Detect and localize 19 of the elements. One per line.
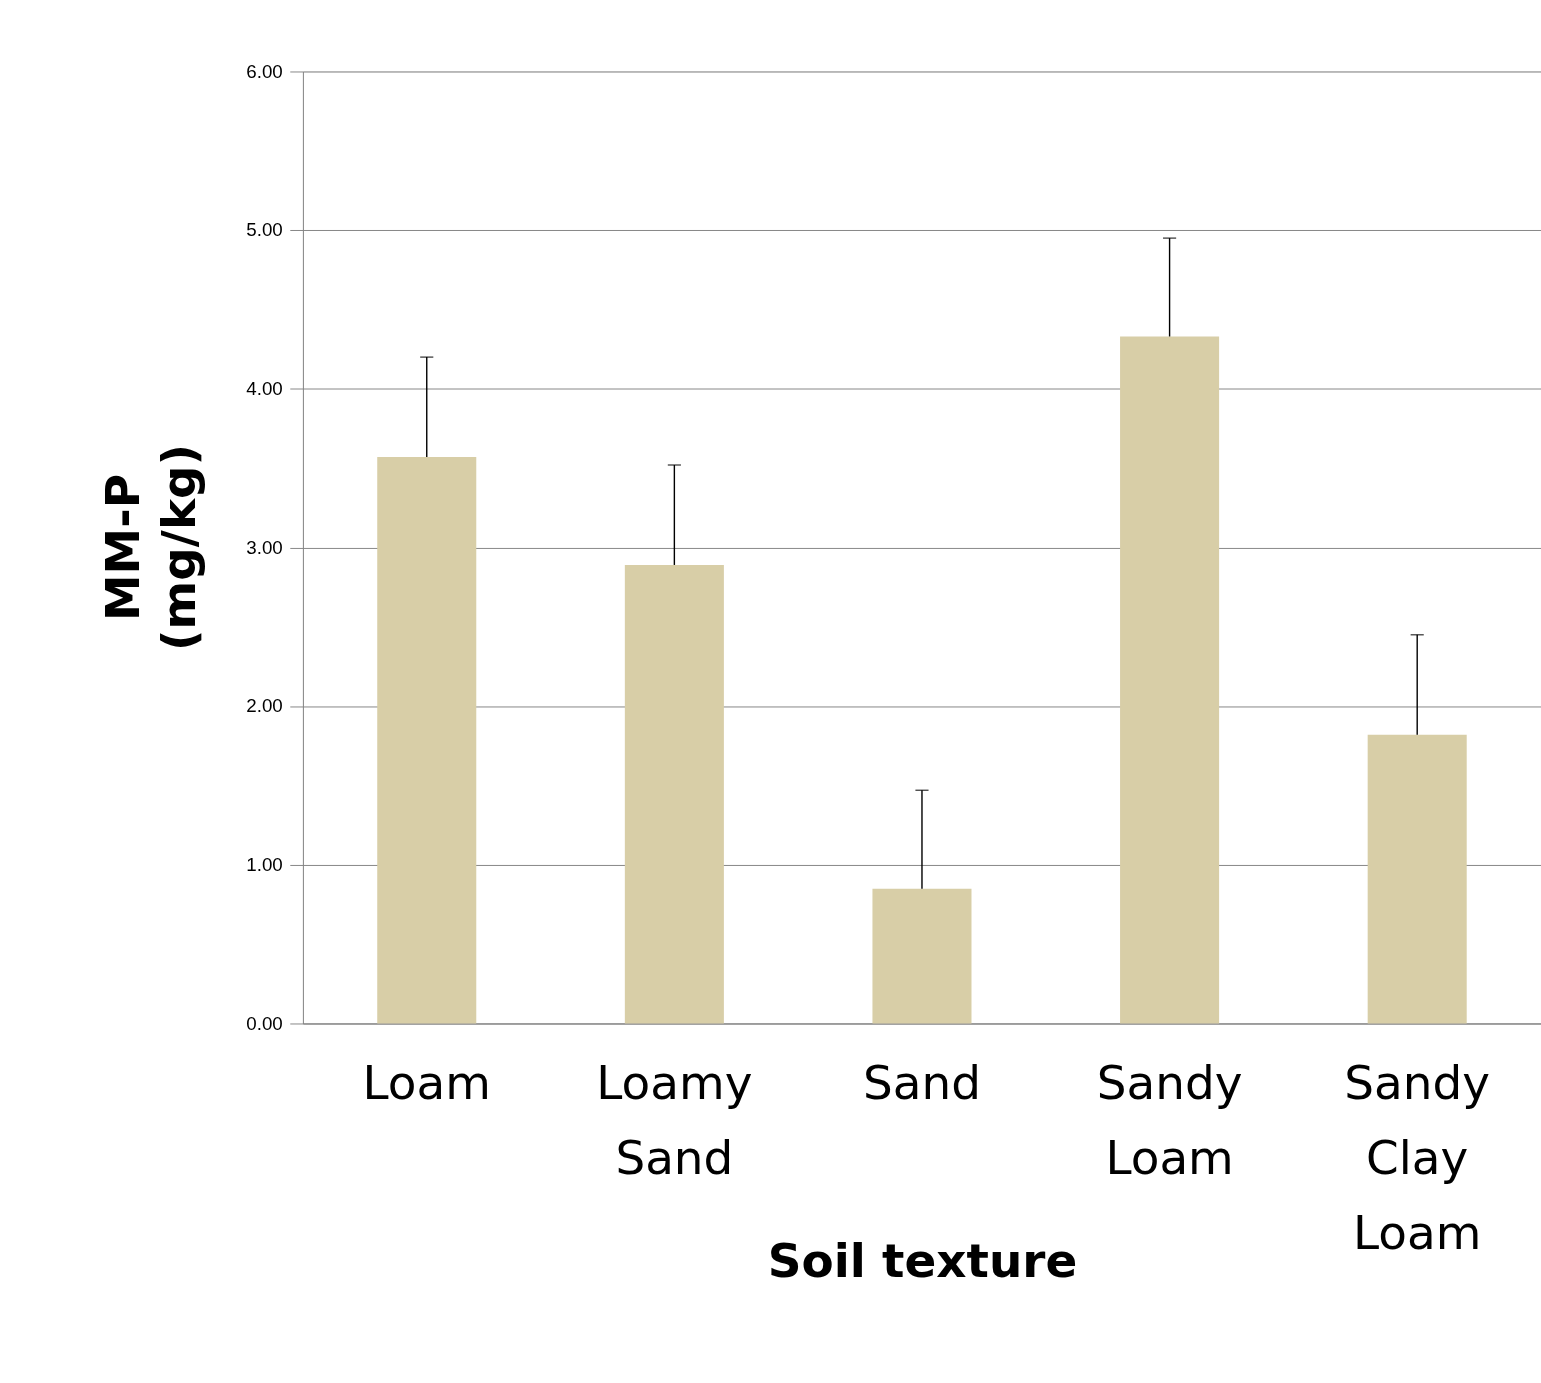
y-tick-label: 0.00 [246, 1012, 283, 1034]
x-tick-label: Sand [863, 1055, 981, 1110]
y-tick-label: 1.00 [246, 853, 283, 875]
x-tick-label: Loam [362, 1055, 491, 1110]
y-tick-label: 3.00 [246, 536, 283, 558]
x-tick-label: Sandy Clay Loam [1344, 1055, 1491, 1261]
x-tick-label: Sandy Loam [1096, 1055, 1243, 1186]
y-tick-label: 2.00 [246, 695, 283, 717]
bar [377, 457, 477, 1024]
x-axis-title: Soil texture [767, 1233, 1078, 1289]
y-tick-label: 6.00 [246, 60, 283, 82]
bar [624, 564, 724, 1024]
y-tick-label: 4.00 [246, 377, 283, 399]
y-axis-title: MM-P (mg/kg) [94, 443, 207, 652]
bar [1367, 734, 1467, 1024]
y-tick-label: 5.00 [246, 219, 283, 241]
bar [872, 888, 972, 1024]
bar [1120, 336, 1220, 1024]
x-tick-label: Loamy Sand [596, 1055, 753, 1186]
